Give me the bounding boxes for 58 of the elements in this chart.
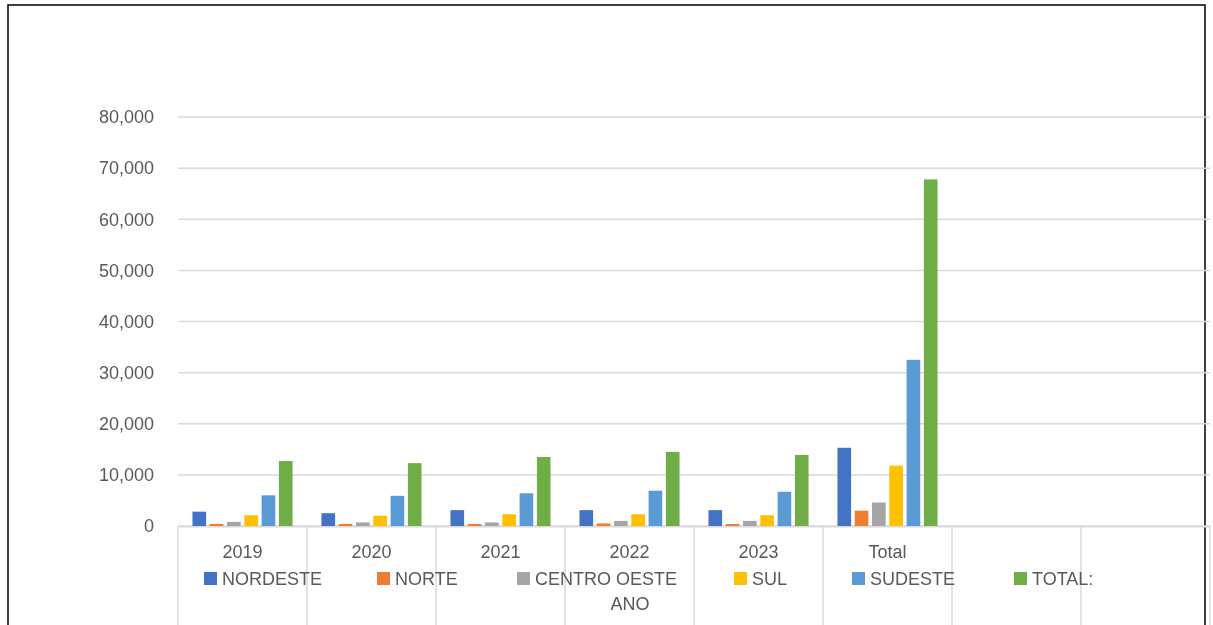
bar xyxy=(209,523,224,526)
bar xyxy=(648,490,663,526)
bar xyxy=(407,463,422,526)
bar xyxy=(725,523,740,526)
bar xyxy=(631,514,645,526)
bar xyxy=(889,465,903,526)
bar xyxy=(502,514,516,526)
x-tick-label: 2020 xyxy=(351,542,392,562)
bar xyxy=(390,495,405,526)
bar xyxy=(579,510,594,526)
bar xyxy=(906,359,921,526)
bar xyxy=(665,451,680,526)
bar xyxy=(278,461,293,526)
y-tick-label: 60,000 xyxy=(98,209,154,230)
bar xyxy=(923,179,938,526)
y-tick-label: 10,000 xyxy=(98,465,154,486)
bar xyxy=(708,510,723,526)
bar xyxy=(467,523,482,526)
x-axis-title: ANO xyxy=(610,594,650,615)
bar xyxy=(338,523,353,526)
legend-label: NORTE xyxy=(395,569,458,590)
bar xyxy=(356,522,370,526)
y-tick-label: 30,000 xyxy=(98,362,154,383)
bar xyxy=(227,521,241,526)
bar xyxy=(244,515,258,526)
x-tick-label: 2023 xyxy=(738,542,779,562)
bar xyxy=(596,523,611,526)
bar xyxy=(760,515,774,526)
bar xyxy=(373,515,387,526)
bar xyxy=(872,502,886,526)
bar xyxy=(519,493,534,526)
y-tick-label: 80,000 xyxy=(98,107,154,128)
bar xyxy=(192,511,207,526)
x-tick-label: 2021 xyxy=(480,542,521,562)
y-tick-label: 40,000 xyxy=(98,311,154,332)
bar xyxy=(743,520,757,526)
y-tick-label: 70,000 xyxy=(98,158,154,179)
legend-label: NORDESTE xyxy=(222,569,323,590)
bar xyxy=(794,454,809,526)
legend-label: SUDESTE xyxy=(870,569,956,590)
bar xyxy=(837,447,852,526)
bar xyxy=(777,491,792,526)
legend-label: CENTRO OESTE xyxy=(535,569,678,590)
bar xyxy=(261,495,276,526)
bar xyxy=(450,510,465,526)
bar xyxy=(536,456,551,526)
x-tick-label: Total xyxy=(868,542,907,562)
y-tick-label: 0 xyxy=(143,516,154,537)
y-tick-label: 20,000 xyxy=(98,414,154,435)
x-tick-label: 2022 xyxy=(609,542,650,562)
bar xyxy=(854,510,869,526)
x-tick-label: 2019 xyxy=(222,542,263,562)
legend-label: SUL xyxy=(752,569,788,590)
bar xyxy=(485,522,499,526)
bar xyxy=(614,520,628,526)
legend-label: TOTAL: xyxy=(1032,569,1094,590)
bar xyxy=(321,513,336,526)
y-tick-label: 50,000 xyxy=(98,260,154,281)
